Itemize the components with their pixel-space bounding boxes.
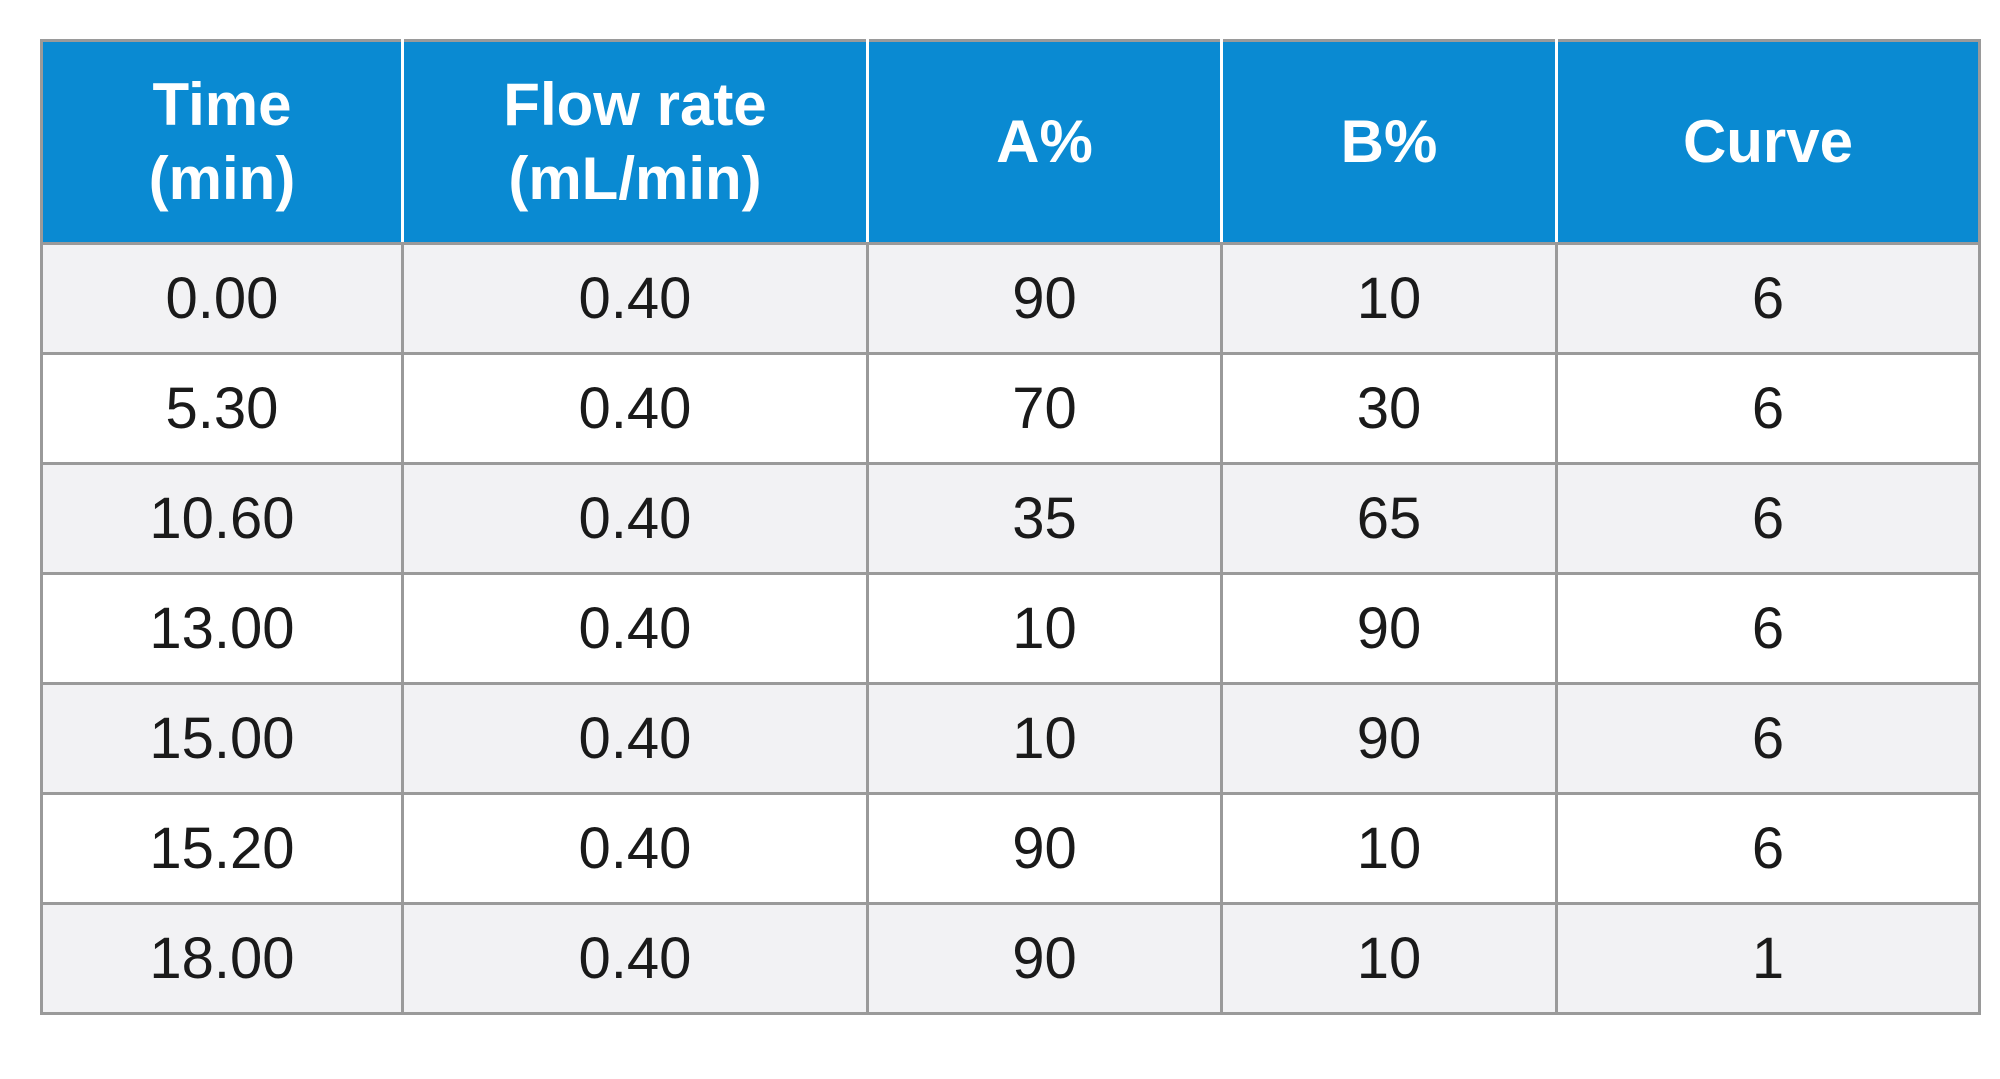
- header-b-percent: B%: [1220, 39, 1558, 245]
- cell-flow-rate: 0.40: [401, 352, 869, 465]
- table-row: 0.00 0.40 90 10 6: [40, 242, 1981, 355]
- table-row: 18.00 0.40 90 10 1: [40, 902, 1981, 1015]
- cell-flow-rate: 0.40: [401, 242, 869, 355]
- cell-b-percent: 90: [1220, 682, 1558, 795]
- cell-b-percent: 10: [1220, 902, 1558, 1015]
- header-flow-rate-label: Flow rate: [503, 71, 767, 138]
- cell-flow-rate: 0.40: [401, 572, 869, 685]
- header-time-unit: (min): [148, 145, 296, 212]
- cell-b-percent: 65: [1220, 462, 1558, 575]
- cell-b-percent: 10: [1220, 792, 1558, 905]
- header-time-label: Time: [152, 71, 292, 138]
- cell-a-percent: 90: [866, 242, 1223, 355]
- gradient-table: Time (min) Flow rate (mL/min) A% B% Curv…: [40, 39, 1981, 1015]
- cell-curve: 6: [1555, 242, 1981, 355]
- header-row: Time (min) Flow rate (mL/min) A% B% Curv…: [40, 39, 1981, 245]
- cell-curve: 6: [1555, 352, 1981, 465]
- cell-flow-rate: 0.40: [401, 902, 869, 1015]
- table-body: 0.00 0.40 90 10 6 5.30 0.40 70 30 6 10.6…: [40, 242, 1981, 1015]
- cell-b-percent: 90: [1220, 572, 1558, 685]
- cell-a-percent: 10: [866, 682, 1223, 795]
- cell-time: 15.00: [40, 682, 404, 795]
- header-flow-rate: Flow rate (mL/min): [401, 39, 869, 245]
- cell-time: 18.00: [40, 902, 404, 1015]
- cell-curve: 1: [1555, 902, 1981, 1015]
- cell-a-percent: 70: [866, 352, 1223, 465]
- header-b-percent-label: B%: [1340, 108, 1438, 175]
- table-row: 5.30 0.40 70 30 6: [40, 352, 1981, 465]
- cell-flow-rate: 0.40: [401, 682, 869, 795]
- table-row: 15.20 0.40 90 10 6: [40, 792, 1981, 905]
- cell-a-percent: 35: [866, 462, 1223, 575]
- cell-curve: 6: [1555, 792, 1981, 905]
- table-row: 10.60 0.40 35 65 6: [40, 462, 1981, 575]
- cell-b-percent: 30: [1220, 352, 1558, 465]
- cell-time: 10.60: [40, 462, 404, 575]
- table-row: 15.00 0.40 10 90 6: [40, 682, 1981, 795]
- header-a-percent-label: A%: [996, 108, 1093, 175]
- header-curve: Curve: [1555, 39, 1981, 245]
- cell-flow-rate: 0.40: [401, 462, 869, 575]
- cell-time: 0.00: [40, 242, 404, 355]
- table-header: Time (min) Flow rate (mL/min) A% B% Curv…: [40, 39, 1981, 245]
- header-a-percent: A%: [866, 39, 1223, 245]
- cell-a-percent: 90: [866, 902, 1223, 1015]
- header-time: Time (min): [40, 39, 404, 245]
- cell-a-percent: 10: [866, 572, 1223, 685]
- cell-curve: 6: [1555, 572, 1981, 685]
- cell-time: 13.00: [40, 572, 404, 685]
- cell-a-percent: 90: [866, 792, 1223, 905]
- cell-curve: 6: [1555, 462, 1981, 575]
- cell-flow-rate: 0.40: [401, 792, 869, 905]
- cell-b-percent: 10: [1220, 242, 1558, 355]
- header-curve-label: Curve: [1682, 108, 1854, 175]
- cell-time: 15.20: [40, 792, 404, 905]
- header-flow-rate-unit: (mL/min): [508, 145, 762, 212]
- cell-time: 5.30: [40, 352, 404, 465]
- cell-curve: 6: [1555, 682, 1981, 795]
- table-row: 13.00 0.40 10 90 6: [40, 572, 1981, 685]
